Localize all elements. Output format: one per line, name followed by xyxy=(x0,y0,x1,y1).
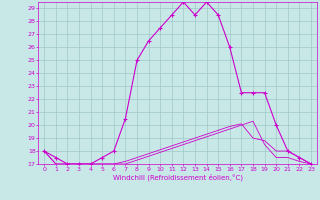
X-axis label: Windchill (Refroidissement éolien,°C): Windchill (Refroidissement éolien,°C) xyxy=(113,173,243,181)
